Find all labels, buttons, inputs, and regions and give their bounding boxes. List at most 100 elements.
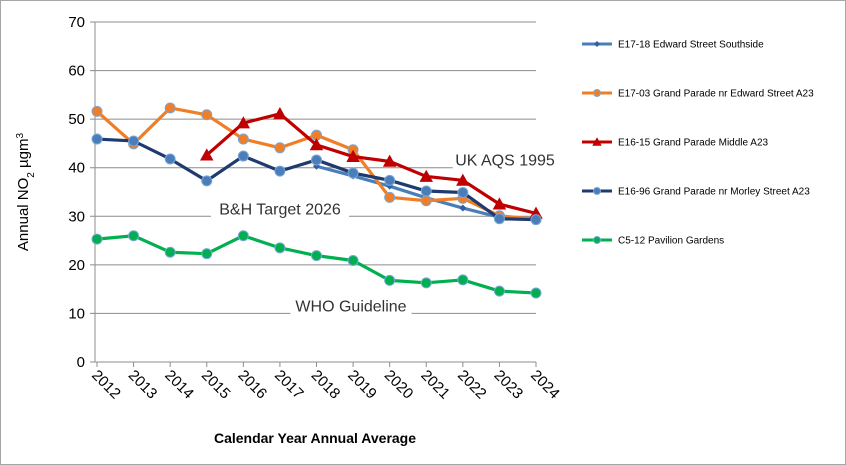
data-point xyxy=(311,154,322,166)
y-tick-label: 70 xyxy=(68,14,85,31)
series-4 xyxy=(91,230,542,299)
legend-label: E17-18 Edward Street Southside xyxy=(618,40,764,51)
data-point xyxy=(530,287,542,299)
data-point xyxy=(457,274,469,286)
data-point xyxy=(311,250,322,262)
y-tick-label: 0 xyxy=(77,354,85,371)
data-point xyxy=(128,230,140,242)
reference-label: UK AQS 1995 xyxy=(455,153,555,170)
legend-item: C5-12 Pavilion Gardens xyxy=(582,236,724,247)
data-point xyxy=(457,186,469,198)
data-point xyxy=(164,153,176,165)
legend-item: E17-03 Grand Parade nr Edward Street A23 xyxy=(582,89,814,100)
reference-label-bg xyxy=(452,149,558,170)
data-point xyxy=(201,175,213,187)
x-tick-label: 2013 xyxy=(125,367,161,403)
legend-swatch-marker xyxy=(593,187,601,195)
data-point xyxy=(237,230,249,242)
legend-swatch-marker xyxy=(592,137,602,146)
legend-item: E16-96 Grand Parade nr Morley Street A23 xyxy=(582,187,810,198)
legend-label: C5-12 Pavilion Gardens xyxy=(618,236,724,247)
x-tick-label: 2018 xyxy=(308,367,344,403)
data-point xyxy=(164,102,176,114)
data-point xyxy=(456,173,470,186)
data-point xyxy=(492,197,507,210)
legend-swatch-marker xyxy=(594,41,600,47)
data-point xyxy=(420,185,432,197)
data-point xyxy=(384,191,396,203)
reference-labels: UK AQS 1995 B&H Target 2026 WHO Guideline xyxy=(211,149,558,316)
x-tick-label: 2016 xyxy=(235,367,271,403)
data-point xyxy=(493,213,505,225)
data-point xyxy=(128,135,140,147)
data-point xyxy=(91,133,103,145)
x-tick-label: 2020 xyxy=(381,367,417,403)
data-point xyxy=(274,242,286,254)
y-tick-label: 50 xyxy=(68,111,85,128)
data-point xyxy=(420,277,432,289)
legend-item: E16-15 Grand Parade Middle A23 xyxy=(582,137,769,149)
x-tick-label: 2021 xyxy=(417,367,453,403)
data-point xyxy=(347,254,359,266)
data-point xyxy=(346,149,360,162)
data-point xyxy=(419,169,433,182)
data-point xyxy=(347,167,359,179)
data-point xyxy=(493,285,505,297)
data-point xyxy=(164,246,176,258)
data-point xyxy=(236,116,251,129)
series-line xyxy=(205,112,538,215)
data-point xyxy=(237,133,249,145)
x-tick-label: 2024 xyxy=(527,367,563,403)
legend-item: E17-18 Edward Street Southside xyxy=(582,40,764,51)
data-point xyxy=(201,109,213,121)
x-tick-label: 2015 xyxy=(198,367,234,403)
data-point xyxy=(420,195,432,207)
y-axis-title: Annual NO2 µgm3 xyxy=(15,132,37,251)
data-point xyxy=(382,154,397,167)
y-axis-title-sub: 2 xyxy=(26,172,37,178)
reference-label: WHO Guideline xyxy=(295,298,406,315)
legend-label: E17-03 Grand Parade nr Edward Street A23 xyxy=(618,89,814,100)
y-tick-label: 40 xyxy=(68,160,85,177)
data-point xyxy=(201,248,213,260)
data-point xyxy=(237,150,249,162)
data-point xyxy=(200,148,214,161)
gridlines xyxy=(90,21,536,363)
x-tick-label: 2019 xyxy=(344,367,380,403)
y-axis-title-main: Annual NO xyxy=(15,178,32,251)
reference-label: B&H Target 2026 xyxy=(219,201,341,218)
series-3 xyxy=(91,133,542,226)
y-tick-label: 20 xyxy=(68,257,85,274)
x-tick-label: 2012 xyxy=(88,367,124,403)
legend-label: E16-96 Grand Parade nr Morley Street A23 xyxy=(618,187,810,198)
data-point xyxy=(459,204,467,212)
legend-label: E16-15 Grand Parade Middle A23 xyxy=(618,138,769,149)
y-tick-label: 60 xyxy=(68,63,85,80)
reference-label-bg xyxy=(211,198,349,219)
data-point xyxy=(91,233,103,245)
series-group xyxy=(91,102,543,299)
data-point xyxy=(273,107,287,120)
data-point xyxy=(384,174,396,186)
series-2 xyxy=(200,107,543,219)
x-tick-label: 2022 xyxy=(454,367,490,403)
data-point xyxy=(274,165,286,177)
legend-swatch-marker xyxy=(593,89,601,97)
data-point xyxy=(309,138,324,151)
x-tick-label: 2014 xyxy=(161,367,197,403)
data-point xyxy=(530,214,542,226)
legend-swatch-marker xyxy=(593,236,601,244)
reference-label-bg xyxy=(290,295,412,316)
legend: E17-18 Edward Street Southside E17-03 Gra… xyxy=(582,40,814,247)
data-point xyxy=(91,105,103,117)
x-axis-title: Calendar Year Annual Average xyxy=(214,430,416,446)
y-axis-title-unit: µgm xyxy=(15,138,32,172)
y-tick-label: 30 xyxy=(68,208,85,225)
data-point xyxy=(274,142,286,154)
x-tick-label: 2023 xyxy=(491,367,527,403)
y-tick-label: 10 xyxy=(68,305,85,322)
x-tick-label: 2017 xyxy=(271,367,307,403)
data-point xyxy=(384,274,396,286)
